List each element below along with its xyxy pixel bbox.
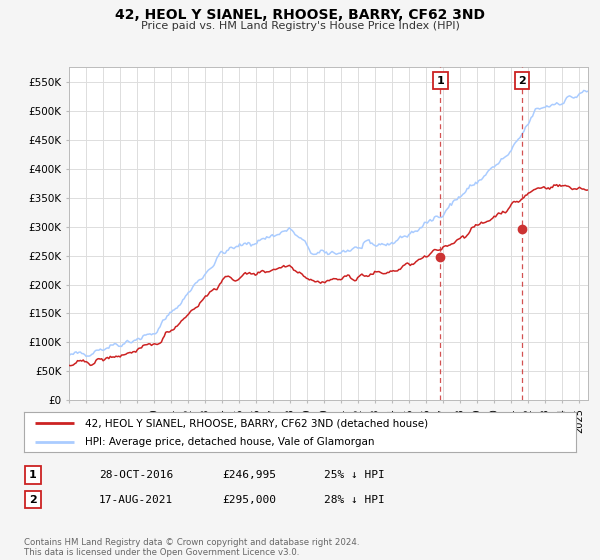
Text: 28% ↓ HPI: 28% ↓ HPI [324, 494, 385, 505]
Text: 17-AUG-2021: 17-AUG-2021 [99, 494, 173, 505]
Text: 2: 2 [518, 76, 526, 86]
Text: £246,995: £246,995 [222, 470, 276, 480]
Text: 42, HEOL Y SIANEL, RHOOSE, BARRY, CF62 3ND (detached house): 42, HEOL Y SIANEL, RHOOSE, BARRY, CF62 3… [85, 418, 428, 428]
Text: Contains HM Land Registry data © Crown copyright and database right 2024.
This d: Contains HM Land Registry data © Crown c… [24, 538, 359, 557]
Text: HPI: Average price, detached house, Vale of Glamorgan: HPI: Average price, detached house, Vale… [85, 437, 374, 447]
Text: 28-OCT-2016: 28-OCT-2016 [99, 470, 173, 480]
Text: 2: 2 [29, 494, 37, 505]
Text: 25% ↓ HPI: 25% ↓ HPI [324, 470, 385, 480]
Text: 42, HEOL Y SIANEL, RHOOSE, BARRY, CF62 3ND: 42, HEOL Y SIANEL, RHOOSE, BARRY, CF62 3… [115, 8, 485, 22]
Text: Price paid vs. HM Land Registry's House Price Index (HPI): Price paid vs. HM Land Registry's House … [140, 21, 460, 31]
Text: £295,000: £295,000 [222, 494, 276, 505]
Text: 1: 1 [437, 76, 445, 86]
Text: 1: 1 [29, 470, 37, 480]
